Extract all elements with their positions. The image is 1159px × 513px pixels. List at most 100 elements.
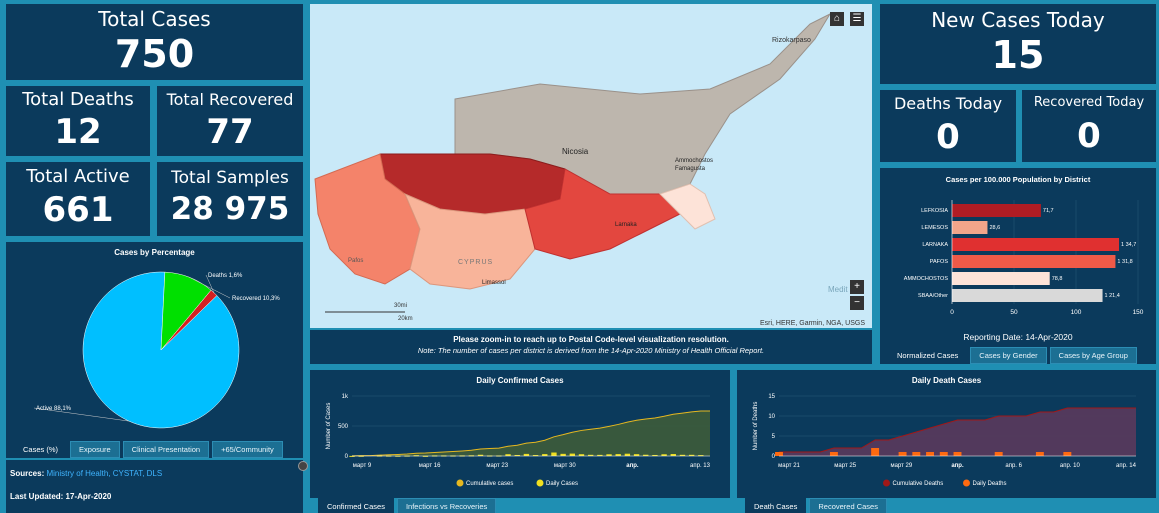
y-axis-label: Number of Deaths — [753, 402, 759, 451]
category-label: LEFKOSIA — [921, 208, 948, 214]
daily-bar[interactable] — [898, 452, 907, 456]
total-recovered-label: Total Recovered — [166, 90, 294, 109]
total-deaths-label: Total Deaths — [22, 89, 134, 110]
tab-65-community[interactable]: +65/Community — [212, 441, 283, 458]
daily-bar[interactable] — [661, 454, 667, 456]
district-bar[interactable] — [952, 272, 1050, 285]
daily-bar[interactable] — [688, 454, 695, 456]
category-label: LEMESOS — [921, 225, 948, 231]
daily-bar[interactable] — [775, 452, 783, 456]
x-tick-label: март 16 — [419, 463, 441, 469]
daily-bar[interactable] — [422, 455, 429, 457]
daily-bar[interactable] — [578, 454, 585, 456]
daily-bar[interactable] — [505, 454, 511, 456]
pie-slice[interactable] — [160, 289, 218, 351]
layer-list-button[interactable]: ☰ — [850, 12, 864, 26]
panel-resize-handle[interactable] — [298, 461, 308, 471]
tab-cases-percent[interactable]: Cases (%) — [14, 441, 68, 458]
tab-infections-vs-recoveries[interactable]: Infections vs Recoveries — [396, 498, 497, 513]
pie-chart: Active 88,1% Recovered 10,3% Deaths 1,6% — [33, 271, 280, 429]
daily-bar[interactable] — [994, 452, 1003, 456]
daily-bar[interactable] — [523, 453, 530, 456]
daily-bar[interactable] — [652, 454, 658, 456]
death-tabs: Death Cases Recovered Cases — [745, 498, 887, 513]
tab-exposure[interactable]: Exposure — [70, 441, 120, 458]
daily-bar[interactable] — [349, 455, 355, 457]
daily-bar[interactable] — [624, 453, 631, 456]
confirmed-tabs: Confirmed Cases Infections vs Recoveries — [318, 498, 497, 513]
tab-recovered-cases[interactable]: Recovered Cases — [809, 498, 887, 513]
district-bar[interactable] — [952, 255, 1116, 268]
daily-bar[interactable] — [587, 454, 594, 456]
last-updated: Last Updated: 17-Apr-2020 — [10, 492, 112, 501]
legend-label[interactable]: Daily Cases — [546, 481, 578, 487]
daily-bar[interactable] — [912, 452, 921, 456]
daily-bar[interactable] — [606, 454, 612, 456]
daily-bar[interactable] — [926, 452, 935, 456]
cumulative-line — [351, 410, 710, 457]
x-tick-label: 0 — [950, 309, 954, 316]
pie-slice-label: Recovered 10,3% — [232, 296, 280, 302]
y-tick-label: 500 — [338, 424, 349, 430]
zoom-out-button[interactable]: − — [850, 296, 864, 310]
confirmed-chart: 0 500 1k Number of Cases март 9 март 16 март 2… — [326, 394, 711, 487]
new-cases-today-label: New Cases Today — [931, 8, 1105, 32]
daily-bar[interactable] — [542, 454, 548, 456]
district-bar-chart: 0 50 100 150 LEFKOSIA 71,7 LEMESOS 28,6 LARNAKA 1… — [904, 200, 1144, 316]
daily-bar[interactable] — [829, 452, 838, 456]
legend-label[interactable]: Cumulative Deaths — [893, 481, 944, 487]
home-button[interactable]: ⌂ — [830, 12, 844, 26]
daily-bar[interactable] — [532, 455, 539, 457]
daily-bar[interactable] — [597, 454, 603, 456]
death-chart: 0 5 10 15 Number of Deaths март 21 март 25 март… — [753, 394, 1137, 487]
sources-links[interactable]: Ministry of Health, CYSTAT, DLS — [46, 469, 163, 478]
tab-normalized-cases[interactable]: Normalized Cases — [888, 347, 968, 364]
daily-bar[interactable] — [1063, 452, 1072, 456]
daily-bar[interactable] — [1035, 452, 1044, 456]
daily-bar[interactable] — [514, 454, 520, 456]
daily-bar[interactable] — [633, 454, 640, 456]
district-chart-panel: Cases per 100.000 Population by District… — [880, 168, 1156, 364]
daily-bar[interactable] — [615, 454, 621, 456]
recovered-today-label: Recovered Today — [1033, 95, 1145, 110]
daily-bar[interactable] — [643, 454, 649, 456]
daily-bar[interactable] — [569, 453, 575, 456]
district-tabs: Normalized Cases Cases by Gender Cases b… — [888, 347, 1137, 364]
map-label-famagusta: Famagusta — [675, 166, 706, 172]
x-tick-label: март 29 — [890, 463, 912, 469]
x-tick-label: 50 — [1010, 309, 1018, 316]
bar-value-label: 78,8 — [1052, 276, 1063, 282]
legend-label[interactable]: Cumulative cases — [466, 481, 513, 487]
daily-bar[interactable] — [670, 454, 676, 456]
y-tick-label: 5 — [772, 434, 776, 440]
cyprus-map[interactable]: Rizokarpaso Nicosia Ammochostos Famagust… — [310, 4, 872, 328]
tab-confirmed-cases[interactable]: Confirmed Cases — [318, 498, 394, 513]
daily-bar[interactable] — [551, 452, 557, 456]
tab-clinical-presentation[interactable]: Clinical Presentation — [122, 441, 210, 458]
tab-cases-by-gender[interactable]: Cases by Gender — [970, 347, 1047, 364]
bar-value-label: 1 34,7 — [1121, 242, 1136, 248]
zoom-in-button[interactable]: + — [850, 280, 864, 294]
tab-death-cases[interactable]: Death Cases — [745, 498, 807, 513]
death-chart-title: Daily Death Cases — [911, 376, 982, 385]
district-bar[interactable] — [952, 289, 1103, 302]
daily-bar[interactable] — [698, 455, 704, 457]
daily-bar[interactable] — [953, 452, 962, 456]
legend-label[interactable]: Daily Deaths — [973, 481, 1007, 487]
district-bar[interactable] — [952, 204, 1041, 217]
total-recovered-value: 77 — [206, 112, 254, 152]
tab-cases-by-age-group[interactable]: Cases by Age Group — [1049, 347, 1137, 364]
total-cases-label: Total Cases — [98, 7, 211, 31]
district-bar[interactable] — [952, 221, 988, 234]
daily-bar[interactable] — [871, 448, 880, 456]
daily-bar[interactable] — [560, 453, 566, 456]
daily-bar[interactable] — [477, 454, 484, 456]
daily-bar[interactable] — [679, 454, 686, 456]
pie-chart-title: Cases by Percentage — [114, 248, 195, 257]
x-tick-label: апр. 6 — [1005, 463, 1022, 469]
district-bar[interactable] — [952, 238, 1120, 251]
reporting-date: Reporting Date: 14-Apr-2020 — [963, 332, 1073, 342]
x-tick-label: март 23 — [486, 463, 508, 469]
daily-bar[interactable] — [939, 452, 948, 456]
